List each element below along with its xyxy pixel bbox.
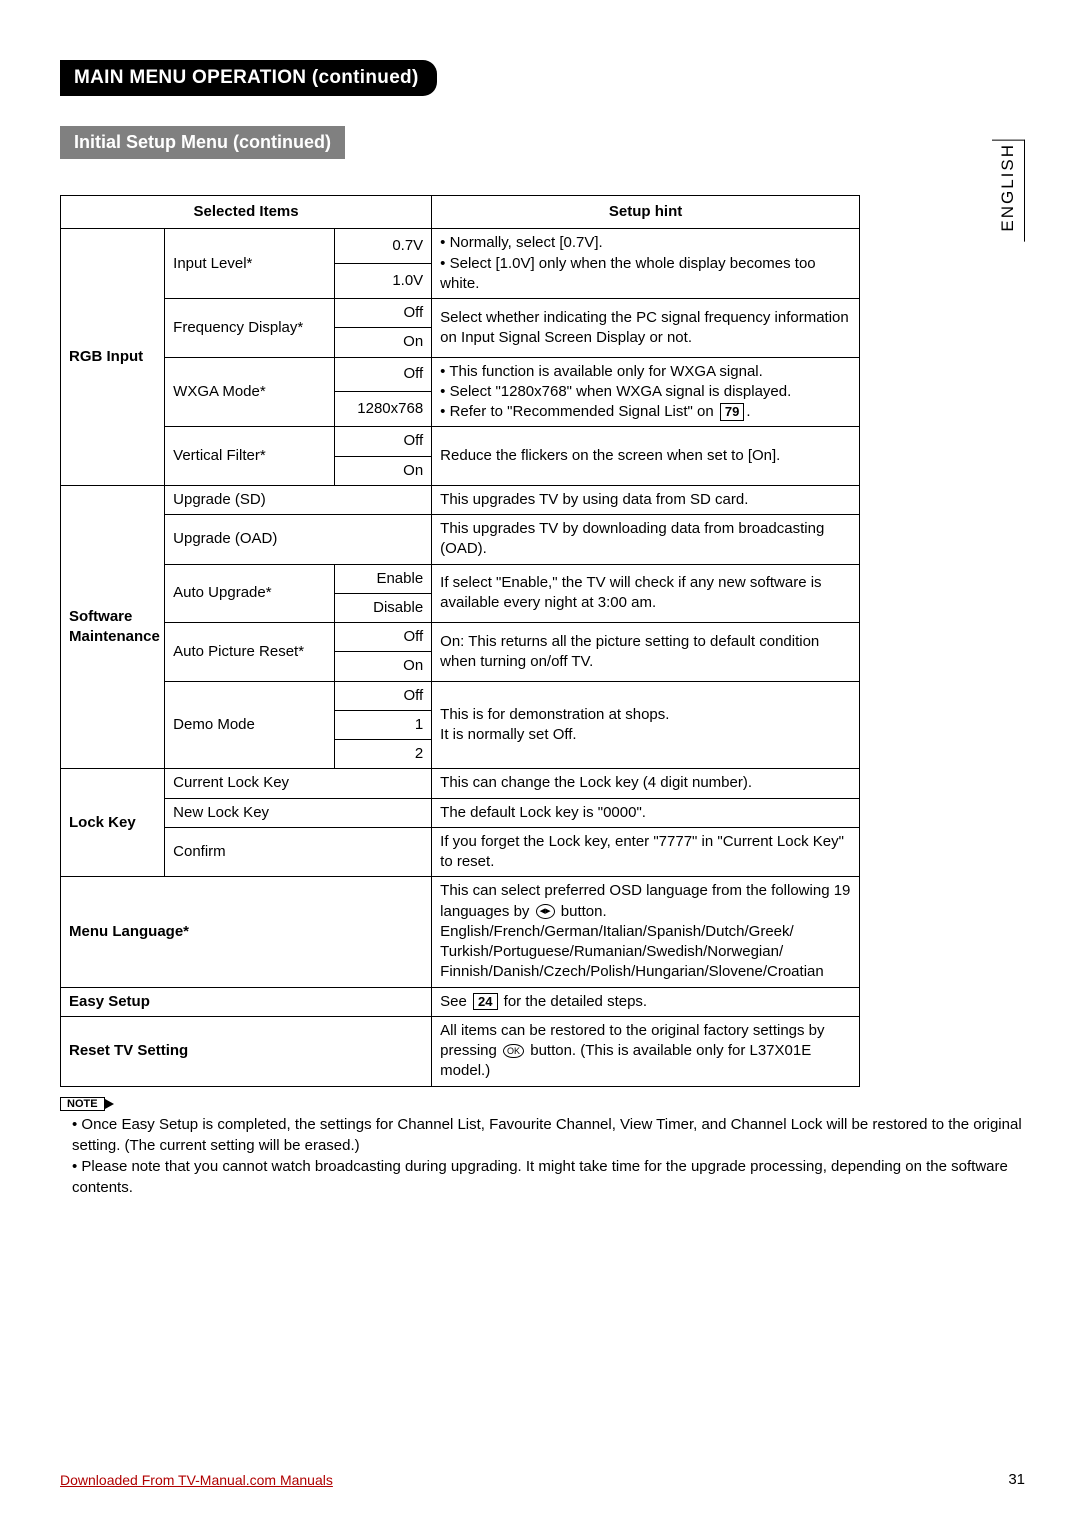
upgrade-oad-name: Upgrade (OAD)	[165, 515, 432, 565]
menu-lang-label: Menu Language*	[61, 877, 432, 987]
vfilter-name: Vertical Filter*	[165, 427, 335, 486]
vfilter-opt2: On	[335, 456, 432, 485]
page-ref-icon: 24	[473, 993, 497, 1011]
rgb-input-label: RGB Input	[61, 229, 165, 486]
hint-text: This can select preferred OSD language f…	[440, 882, 850, 919]
auto-upgrade-opt1: Enable	[335, 564, 432, 593]
main-title: MAIN MENU OPERATION (continued)	[60, 60, 437, 96]
hint-text: • Refer to "Recommended Signal List" on	[440, 403, 718, 420]
auto-upgrade-hint: If select "Enable," the TV will check if…	[432, 564, 860, 623]
hint-text: • Select "1280x768" when WXGA signal is …	[440, 383, 791, 400]
auto-upgrade-opt2: Disable	[335, 593, 432, 622]
wxga-opt1: Off	[335, 357, 432, 392]
hint-text: It is normally set Off.	[440, 726, 576, 743]
freq-opt1: Off	[335, 299, 432, 328]
vfilter-opt1: Off	[335, 427, 432, 456]
lock-new-name: New Lock Key	[165, 798, 432, 827]
freq-hint: Select whether indicating the PC signal …	[432, 299, 860, 358]
note-item: • Once Easy Setup is completed, the sett…	[72, 1114, 1030, 1156]
auto-picture-name: Auto Picture Reset*	[165, 623, 335, 682]
lock-current-hint: This can change the Lock key (4 digit nu…	[432, 769, 860, 798]
reset-label: Reset TV Setting	[61, 1016, 432, 1086]
upgrade-oad-hint: This upgrades TV by downloading data fro…	[432, 515, 860, 565]
freq-display-name: Frequency Display*	[165, 299, 335, 358]
lock-new-hint: The default Lock key is "0000".	[432, 798, 860, 827]
page-number: 31	[1008, 1471, 1025, 1488]
notes-section: NOTE • Once Easy Setup is completed, the…	[60, 1095, 1030, 1198]
wxga-opt2: 1280x768	[335, 392, 432, 427]
hint-text: .	[746, 403, 750, 420]
software-label: Software Maintenance	[61, 485, 165, 769]
easy-setup-label: Easy Setup	[61, 987, 432, 1016]
auto-picture-opt1: Off	[335, 623, 432, 652]
col-setup-hint: Setup hint	[432, 196, 860, 229]
demo-opt3: 2	[335, 740, 432, 769]
menu-lang-hint: This can select preferred OSD language f…	[432, 877, 860, 987]
demo-opt2: 1	[335, 710, 432, 739]
hint-text: button.	[557, 903, 607, 920]
input-level-opt2: 1.0V	[335, 264, 432, 299]
lock-label: Lock Key	[61, 769, 165, 877]
input-level-opt1: 0.7V	[335, 229, 432, 264]
note-arrow-icon	[105, 1099, 114, 1109]
hint-text: English/French/German/Italian/Spanish/Du…	[440, 923, 824, 981]
auto-picture-opt2: On	[335, 652, 432, 681]
freq-opt2: On	[335, 328, 432, 357]
page-ref-icon: 79	[720, 403, 744, 421]
upgrade-sd-name: Upgrade (SD)	[165, 485, 432, 514]
hint-text: • This function is available only for WX…	[440, 363, 763, 380]
col-selected-items: Selected Items	[61, 196, 432, 229]
auto-upgrade-name: Auto Upgrade*	[165, 564, 335, 623]
input-level-name: Input Level*	[165, 229, 335, 299]
upgrade-sd-hint: This upgrades TV by using data from SD c…	[432, 485, 860, 514]
hint-text: • Normally, select [0.7V].	[440, 234, 603, 251]
lock-confirm-name: Confirm	[165, 827, 432, 877]
sub-title: Initial Setup Menu (continued)	[60, 126, 345, 159]
ok-button-icon: OK	[503, 1044, 524, 1059]
hint-text: • Select [1.0V] only when the whole disp…	[440, 255, 815, 292]
hint-text: This is for demonstration at shops.	[440, 706, 669, 723]
lock-current-name: Current Lock Key	[165, 769, 432, 798]
note-item: • Please note that you cannot watch broa…	[72, 1156, 1030, 1198]
demo-hint: This is for demonstration at shops. It i…	[432, 681, 860, 769]
auto-picture-hint: On: This returns all the picture setting…	[432, 623, 860, 682]
input-level-hint: • Normally, select [0.7V]. • Select [1.0…	[432, 229, 860, 299]
demo-name: Demo Mode	[165, 681, 335, 769]
footer-link[interactable]: Downloaded From TV-Manual.com Manuals	[60, 1472, 333, 1488]
wxga-name: WXGA Mode*	[165, 357, 335, 427]
easy-setup-hint: See 24 for the detailed steps.	[432, 987, 860, 1016]
setup-table: Selected Items Setup hint RGB Input Inpu…	[60, 195, 860, 1087]
note-label: NOTE	[60, 1097, 105, 1111]
vfilter-hint: Reduce the flickers on the screen when s…	[432, 427, 860, 486]
language-tab: ENGLISH	[992, 140, 1025, 242]
hint-text: See	[440, 993, 471, 1010]
nav-button-icon: ◂▸	[536, 904, 555, 919]
demo-opt1: Off	[335, 681, 432, 710]
wxga-hint: • This function is available only for WX…	[432, 357, 860, 427]
lock-confirm-hint: If you forget the Lock key, enter "7777"…	[432, 827, 860, 877]
hint-text: for the detailed steps.	[500, 993, 648, 1010]
reset-hint: All items can be restored to the origina…	[432, 1016, 860, 1086]
